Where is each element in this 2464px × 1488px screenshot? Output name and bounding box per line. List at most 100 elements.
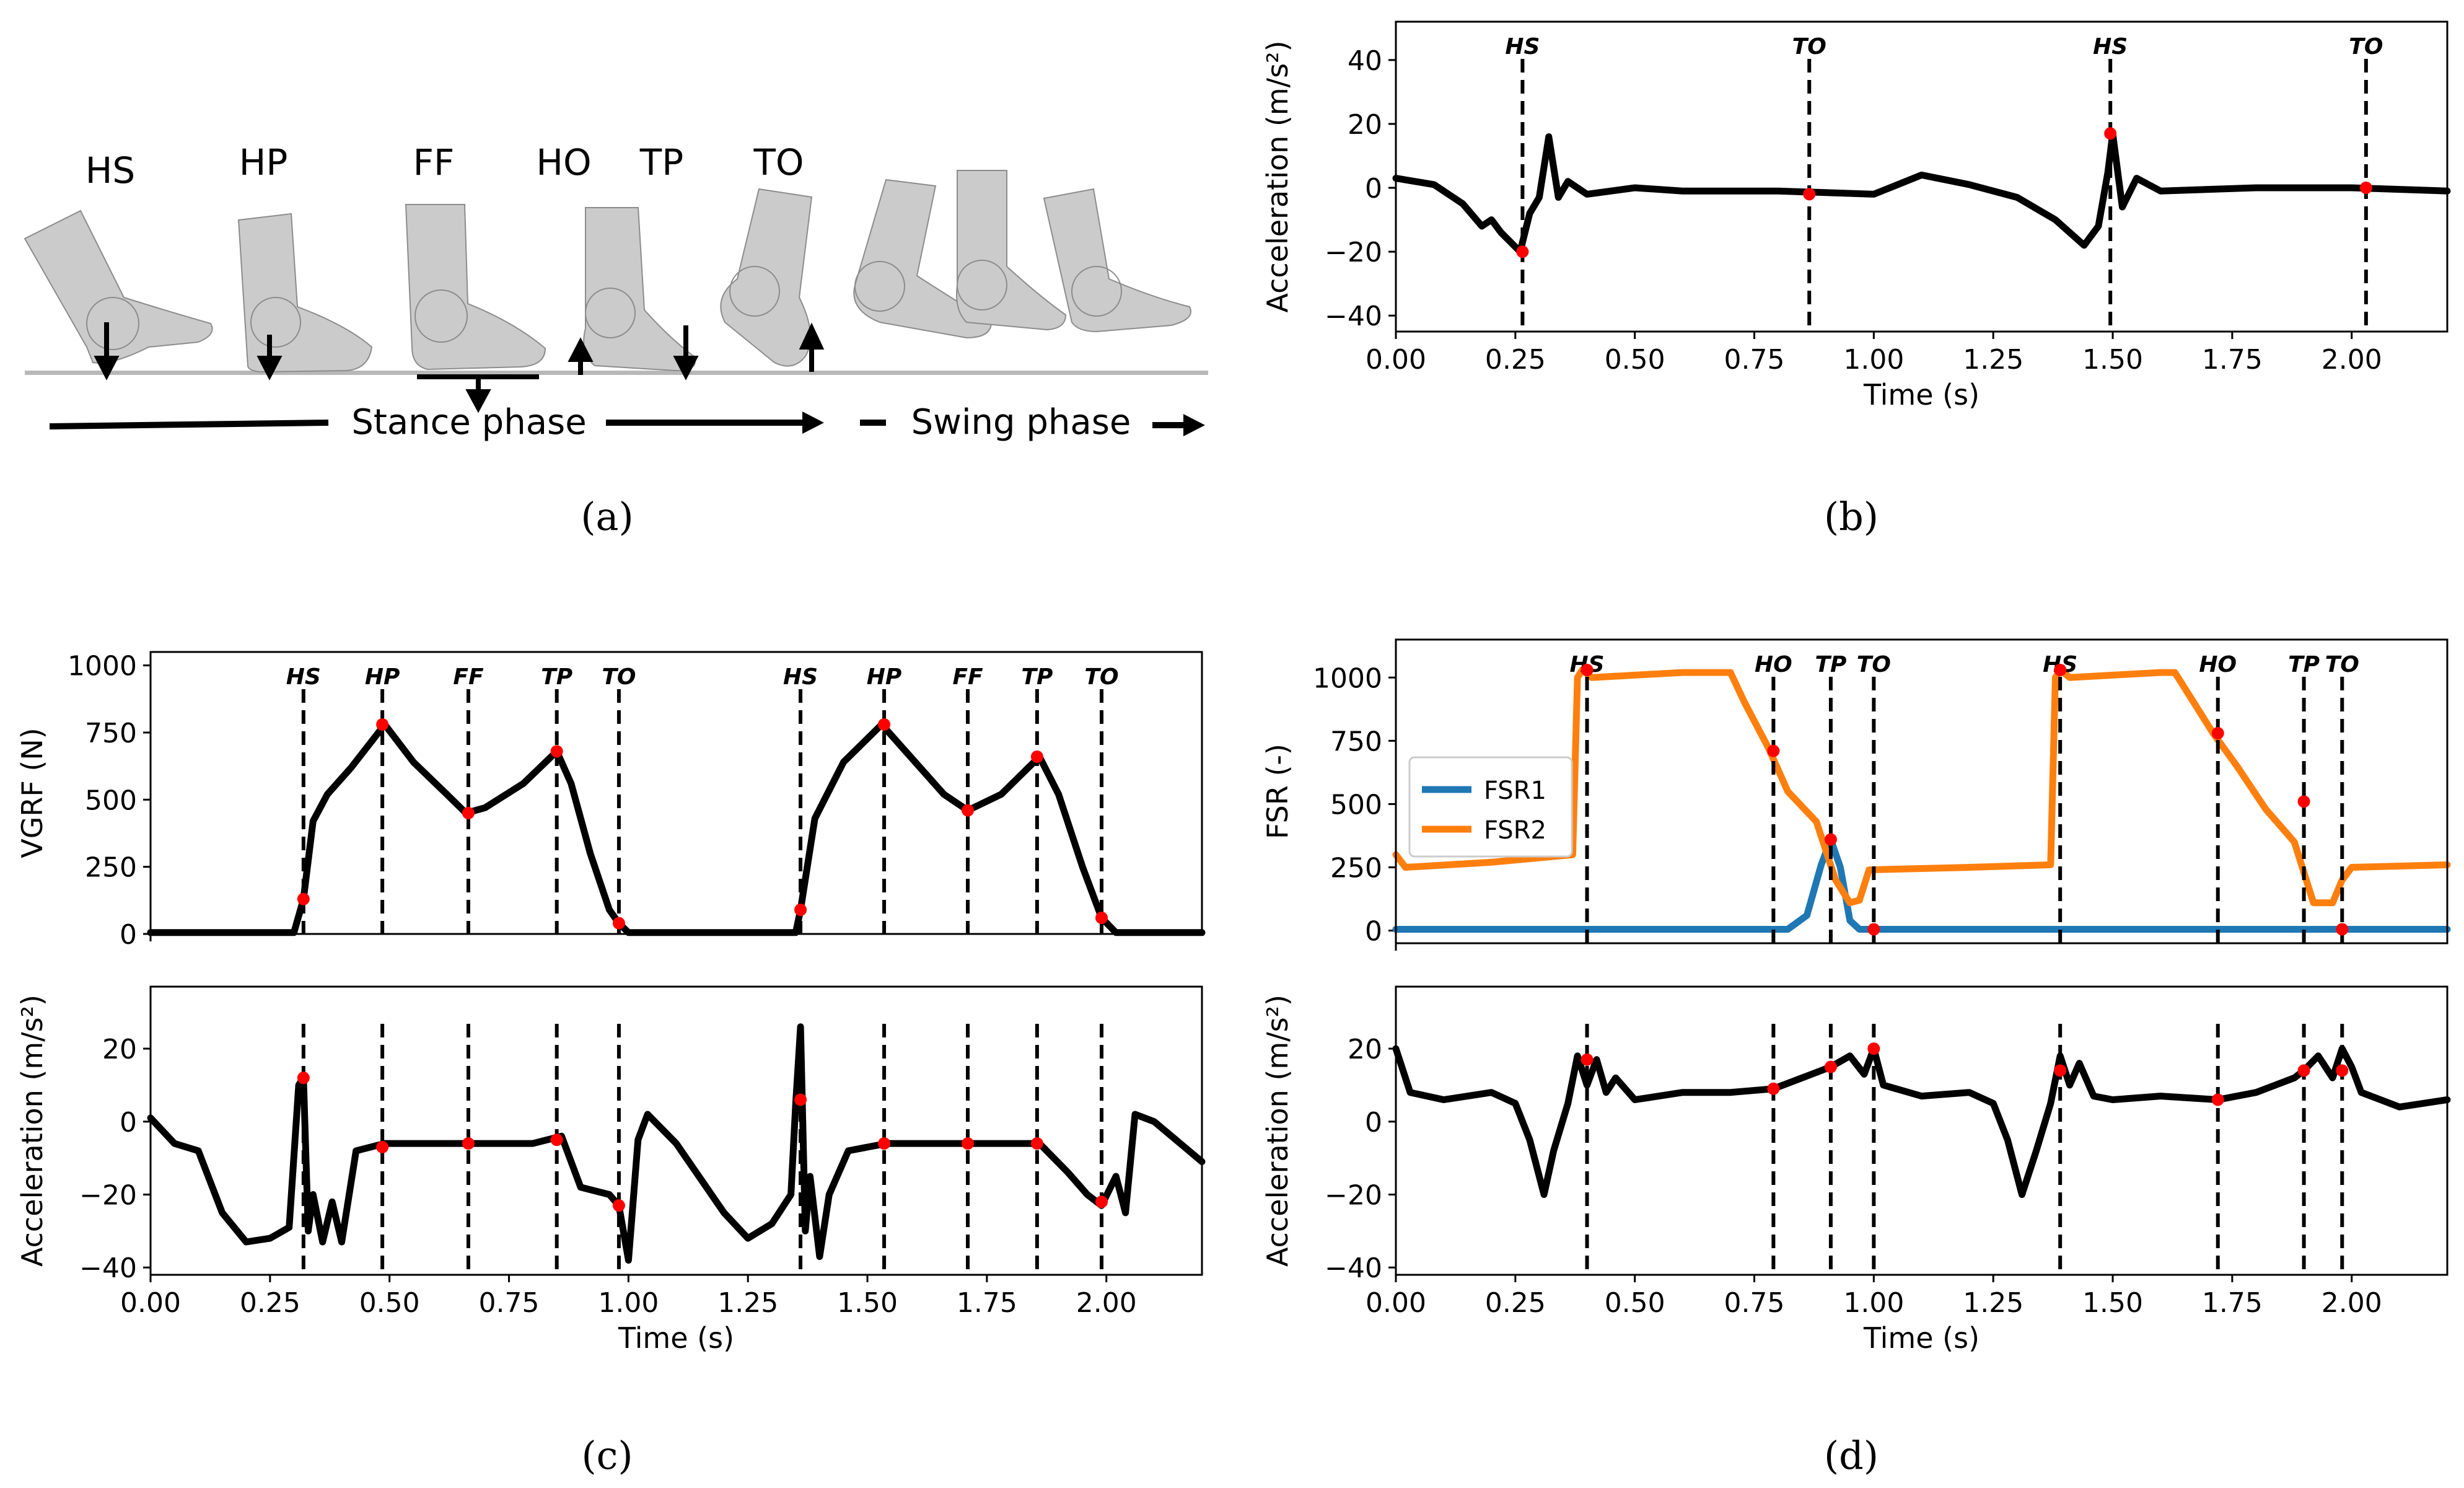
y-tick-label: −20 <box>79 1180 137 1212</box>
y-tick-label: 250 <box>85 852 137 884</box>
x-tick-label: 0.50 <box>1605 344 1665 376</box>
x-tick-label: 0.00 <box>1366 344 1426 376</box>
legend-label: FSR1 <box>1484 777 1546 805</box>
event-label-ho: HO <box>536 141 591 183</box>
x-tick-label: 1.50 <box>2082 1287 2143 1319</box>
y-tick-label: 750 <box>1330 726 1382 757</box>
chart-d-acceleration: −40 −20 0 20 0.00 0.25 0.50 0.75 1.00 1.25 1.50 1.7… <box>1261 985 2451 1355</box>
x-tick-label: 0.25 <box>1485 1287 1546 1319</box>
event-label: HO <box>2199 652 2237 677</box>
plot-frame <box>1395 638 2449 944</box>
y-tick-label: 0 <box>1365 916 1382 948</box>
event-marker <box>962 804 975 817</box>
x-tick-label: 1.00 <box>598 1287 659 1319</box>
foot-swing-3-icon <box>1043 188 1191 333</box>
y-tick-label: 500 <box>1330 789 1382 821</box>
y-tick-label: 20 <box>102 1034 137 1065</box>
event-marker <box>1867 1042 1880 1055</box>
x-axis-label: Time (s) <box>1863 1321 1980 1355</box>
x-tick-label: 1.25 <box>1963 1287 2023 1319</box>
foot-ho-icon <box>583 207 696 372</box>
y-tick-label: −40 <box>79 1252 137 1284</box>
x-axis-label: Time (s) <box>1863 378 1980 412</box>
event-marker <box>376 718 389 731</box>
event-label: FF <box>952 664 983 690</box>
event-label: TO <box>1792 34 1826 59</box>
y-tick-label: 250 <box>1330 853 1382 884</box>
event-label: TO <box>1084 664 1118 690</box>
x-tick-label: 0.75 <box>1724 1287 1785 1319</box>
ground-line <box>25 371 1208 375</box>
panel-label-c: (c) <box>581 1433 633 1478</box>
x-tick-label: 2.00 <box>1076 1287 1137 1319</box>
x-tick-label: 0.75 <box>1724 344 1785 376</box>
gait-phase-illustration: HS HP FF HO TP TO <box>24 141 1208 442</box>
event-marker <box>2359 182 2372 195</box>
x-tick-label: 1.75 <box>957 1287 1017 1319</box>
event-marker <box>297 892 310 905</box>
event-marker <box>2297 1064 2310 1077</box>
chart-c-vgrf: 0 250 500 750 1000 VGRF (N) HS HP FF TP TO HS HP FF TP… <box>15 651 1206 951</box>
event-label: TP <box>1815 652 1846 677</box>
x-tick-label: 1.00 <box>1843 1287 1904 1319</box>
event-marker <box>1030 751 1043 763</box>
event-marker <box>1867 923 1880 936</box>
event-label: HS <box>2093 34 2128 59</box>
arrow-down-icon <box>256 335 283 381</box>
x-tick-label: 2.00 <box>2322 1287 2382 1319</box>
event-marker <box>1824 1060 1837 1073</box>
event-marker <box>612 1199 625 1212</box>
y-tick-label: 500 <box>85 785 137 816</box>
y-tick-label: 0 <box>120 1107 137 1138</box>
event-marker <box>612 917 625 930</box>
panel-label-a: (a) <box>581 494 633 539</box>
foot-swing-2-icon <box>956 170 1067 331</box>
event-label: TP <box>1021 664 1053 690</box>
event-marker <box>2054 664 2067 676</box>
event-marker <box>462 807 475 819</box>
event-label-to: TO <box>753 141 804 183</box>
x-tick-label: 1.75 <box>2202 1287 2263 1319</box>
ground-reaction-bar <box>417 374 539 413</box>
x-tick-label: 0.75 <box>479 1287 540 1319</box>
panel-label-b: (b) <box>1824 494 1879 539</box>
event-marker <box>376 1140 389 1153</box>
stance-phase-label: Stance phase <box>351 402 586 442</box>
event-marker <box>297 1072 310 1085</box>
y-tick-label: 0 <box>1365 1107 1382 1138</box>
chart-b-acceleration: −40 −20 0 20 40 0.00 0.25 0.50 0.75 1.00 1.25 1.50 1… <box>1261 20 2451 412</box>
event-label: HP <box>365 664 400 690</box>
y-tick-label: 20 <box>1348 1034 1382 1065</box>
arrow-down-icon <box>94 322 120 381</box>
foot-hp-icon <box>237 213 373 373</box>
y-tick-label: −40 <box>1325 301 1382 332</box>
stance-phase-line <box>49 420 329 429</box>
event-label: HO <box>1755 652 1792 677</box>
foot-hs-icon <box>24 209 213 364</box>
y-axis-label: Acceleration (m/s²) <box>15 995 49 1267</box>
x-tick-label: 0.00 <box>120 1287 181 1319</box>
event-marker <box>1824 833 1837 846</box>
event-marker <box>1581 664 1594 676</box>
event-label: TO <box>2325 652 2359 677</box>
event-marker <box>2211 727 2224 740</box>
event-label-ff: FF <box>413 141 455 183</box>
event-marker <box>550 1134 563 1147</box>
swing-phase-arrow-icon <box>1152 414 1205 436</box>
y-axis-label: Acceleration (m/s²) <box>1261 995 1294 1267</box>
event-marker <box>2104 127 2117 140</box>
event-label-hp: HP <box>239 141 288 183</box>
x-tick-label: 1.50 <box>2082 344 2143 376</box>
event-marker <box>462 1137 475 1150</box>
legend-label: FSR2 <box>1484 816 1546 845</box>
x-tick-label: 1.00 <box>1843 344 1904 376</box>
event-label: TO <box>2349 34 2383 59</box>
panel-label-d: (d) <box>1824 1433 1879 1478</box>
event-marker <box>550 745 563 758</box>
plot-frame <box>149 651 1203 935</box>
event-marker <box>2336 1064 2349 1077</box>
x-axis-label: Time (s) <box>618 1321 734 1355</box>
y-tick-label: −20 <box>1325 237 1382 268</box>
